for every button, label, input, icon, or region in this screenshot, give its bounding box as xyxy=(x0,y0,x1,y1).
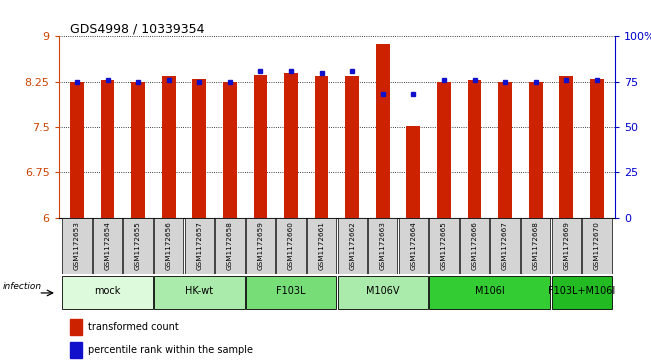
Text: F103L+M106I: F103L+M106I xyxy=(548,286,615,297)
Text: GSM1172664: GSM1172664 xyxy=(410,221,417,270)
FancyBboxPatch shape xyxy=(154,276,245,309)
FancyBboxPatch shape xyxy=(551,218,581,274)
Text: GDS4998 / 10339354: GDS4998 / 10339354 xyxy=(70,22,204,35)
FancyBboxPatch shape xyxy=(276,218,306,274)
FancyBboxPatch shape xyxy=(337,218,367,274)
Bar xyxy=(345,76,359,218)
Text: GSM1172655: GSM1172655 xyxy=(135,221,141,270)
Bar xyxy=(376,44,390,218)
FancyBboxPatch shape xyxy=(62,276,153,309)
FancyBboxPatch shape xyxy=(490,218,519,274)
Text: GSM1172665: GSM1172665 xyxy=(441,221,447,270)
FancyBboxPatch shape xyxy=(368,218,398,274)
FancyBboxPatch shape xyxy=(337,276,428,309)
Text: GSM1172661: GSM1172661 xyxy=(318,221,325,270)
Text: M106V: M106V xyxy=(366,286,400,297)
Bar xyxy=(70,82,84,218)
Bar xyxy=(529,82,542,218)
Bar xyxy=(314,76,329,218)
Bar xyxy=(132,82,145,218)
Text: M106I: M106I xyxy=(475,286,505,297)
FancyBboxPatch shape xyxy=(215,218,245,274)
FancyBboxPatch shape xyxy=(521,218,550,274)
Text: mock: mock xyxy=(94,286,120,297)
Text: GSM1172666: GSM1172666 xyxy=(471,221,478,270)
FancyBboxPatch shape xyxy=(429,218,458,274)
Text: HK-wt: HK-wt xyxy=(185,286,214,297)
Bar xyxy=(193,79,206,218)
FancyBboxPatch shape xyxy=(124,218,153,274)
FancyBboxPatch shape xyxy=(93,218,122,274)
FancyBboxPatch shape xyxy=(62,218,92,274)
Bar xyxy=(253,75,268,218)
Text: GSM1172653: GSM1172653 xyxy=(74,221,80,270)
Bar xyxy=(437,82,450,218)
Bar xyxy=(284,73,298,218)
FancyBboxPatch shape xyxy=(307,218,337,274)
Bar xyxy=(590,79,603,218)
Bar xyxy=(101,81,115,218)
Text: GSM1172668: GSM1172668 xyxy=(533,221,538,270)
Text: GSM1172670: GSM1172670 xyxy=(594,221,600,270)
FancyBboxPatch shape xyxy=(460,218,489,274)
Text: GSM1172669: GSM1172669 xyxy=(563,221,569,270)
Bar xyxy=(70,319,82,335)
Text: GSM1172663: GSM1172663 xyxy=(380,221,386,270)
FancyBboxPatch shape xyxy=(582,218,611,274)
Text: GSM1172660: GSM1172660 xyxy=(288,221,294,270)
Text: GSM1172662: GSM1172662 xyxy=(349,221,355,270)
Bar xyxy=(162,76,176,218)
FancyBboxPatch shape xyxy=(398,218,428,274)
Bar xyxy=(406,126,421,218)
Text: GSM1172654: GSM1172654 xyxy=(105,221,111,270)
Bar xyxy=(223,82,237,218)
FancyBboxPatch shape xyxy=(185,218,214,274)
Text: GSM1172659: GSM1172659 xyxy=(257,221,264,270)
Bar xyxy=(467,81,481,218)
Bar xyxy=(70,342,82,358)
Bar xyxy=(559,76,573,218)
FancyBboxPatch shape xyxy=(246,218,275,274)
FancyBboxPatch shape xyxy=(551,276,611,309)
FancyBboxPatch shape xyxy=(429,276,550,309)
Text: percentile rank within the sample: percentile rank within the sample xyxy=(87,345,253,355)
Text: GSM1172667: GSM1172667 xyxy=(502,221,508,270)
Text: F103L: F103L xyxy=(276,286,306,297)
Text: infection: infection xyxy=(3,282,42,291)
Text: GSM1172658: GSM1172658 xyxy=(227,221,233,270)
Bar xyxy=(498,82,512,218)
Text: GSM1172656: GSM1172656 xyxy=(166,221,172,270)
FancyBboxPatch shape xyxy=(246,276,337,309)
FancyBboxPatch shape xyxy=(154,218,184,274)
Text: GSM1172657: GSM1172657 xyxy=(196,221,202,270)
Text: transformed count: transformed count xyxy=(87,322,178,332)
